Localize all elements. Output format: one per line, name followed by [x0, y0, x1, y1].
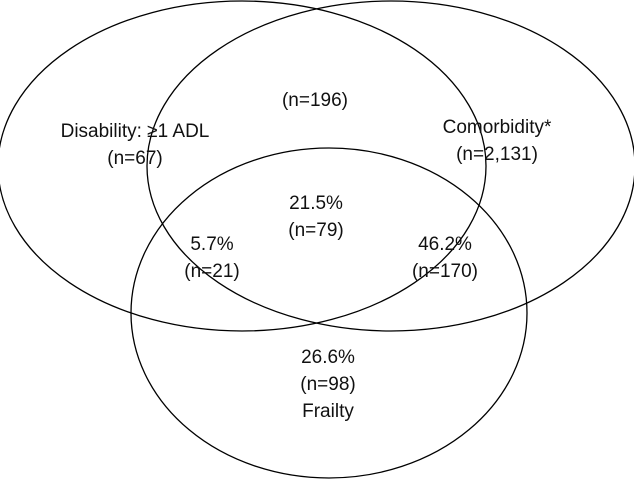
disability-comorbidity-count: (n=196) [282, 90, 348, 111]
disability-label: Disability: ≥1 ADL [61, 121, 210, 142]
comorbidity-frailty-percent: 46.2% [418, 234, 472, 255]
all-three-count: (n=79) [288, 220, 343, 241]
frailty-percent: 26.6% [301, 347, 355, 368]
frailty-count: (n=98) [300, 374, 355, 395]
comorbidity-circle [146, 0, 634, 332]
disability-circle [0, 0, 487, 332]
disability-count: (n=67) [107, 148, 162, 169]
frailty-circle [130, 147, 528, 479]
frailty-label: Frailty [302, 401, 354, 422]
comorbidity-count: (n=2,131) [456, 144, 538, 165]
disability-frailty-count: (n=21) [184, 261, 239, 282]
comorbidity-frailty-count: (n=170) [412, 261, 478, 282]
all-three-percent: 21.5% [289, 193, 343, 214]
comorbidity-label: Comorbidity* [443, 117, 552, 138]
disability-frailty-percent: 5.7% [190, 234, 233, 255]
